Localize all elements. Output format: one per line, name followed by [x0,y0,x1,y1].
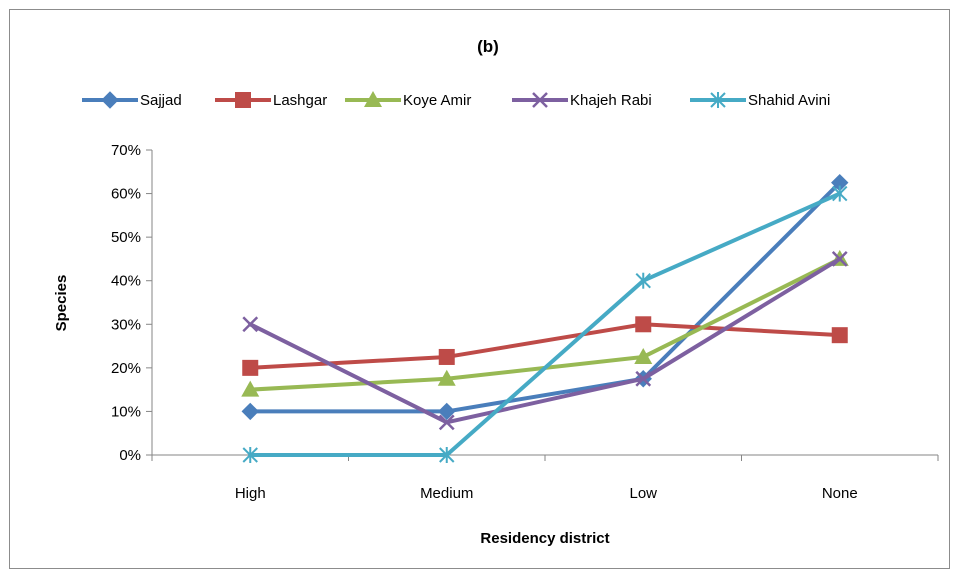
data-point [437,369,456,386]
data-point [831,251,848,267]
data-point [635,316,652,333]
series-khajeh-rabi [242,251,848,431]
data-point [241,402,259,421]
data-point [438,402,456,421]
legend-label: Sajjad [140,92,182,109]
x-tick-label: Medium [420,485,473,502]
y-tick-label: 0% [119,447,141,464]
data-point [242,316,259,333]
y-tick-label: 70% [111,142,141,159]
x-tick-label: None [822,485,858,502]
legend-marker [532,92,548,108]
data-point [242,447,258,463]
series-line [248,180,842,414]
legend-item: Shahid Avini [690,92,830,109]
y-axis-title: Species [53,275,70,332]
chart-title: (b) [477,37,499,56]
x-tick-label: High [235,485,266,502]
series-line [248,191,842,457]
data-point [242,359,259,376]
y-tick-label: 30% [111,316,141,333]
series-shahid-avini [242,185,848,463]
x-axis-title: Residency district [480,530,609,547]
legend-label: Shahid Avini [748,92,830,109]
legend-item: Koye Amir [345,91,471,109]
x-axis-ticks: High Medium Low None [151,455,939,502]
series-koye-amir [241,249,849,397]
data-point [634,347,653,364]
data-point [439,447,455,463]
axes: 0% 10% 20% 30% 40% 50% 60% 70% High Medium Low Non… [111,142,939,502]
series-line [248,322,842,370]
legend-label: Khajeh Rabi [570,92,652,109]
legend-marker [235,92,251,108]
legend-marker [101,91,119,109]
series-sajjad [241,173,849,421]
y-tick-label: 40% [111,273,141,290]
legend-marker [710,92,726,108]
data-point [832,185,848,202]
legend: Sajjad Lashgar Koye Amir Khajeh Rabi Shahid … [82,91,830,109]
legend-label: Lashgar [273,92,327,109]
legend-item: Lashgar [215,92,327,109]
series-line [248,256,842,425]
legend-item: Khajeh Rabi [512,92,652,109]
series-layer [241,173,849,463]
y-tick-label: 10% [111,403,141,420]
x-tick-label: Low [629,485,657,502]
data-point [635,370,652,387]
legend-label: Koye Amir [403,92,471,109]
y-tick-label: 20% [111,360,141,377]
legend-item: Sajjad [82,91,182,109]
data-point [438,348,455,365]
data-point [438,414,455,431]
y-tick-label: 60% [111,186,141,203]
data-point [831,327,848,344]
series-lashgar [242,316,848,376]
legend-marker [364,91,382,107]
data-point [635,272,651,289]
y-tick-label: 50% [111,229,141,246]
y-axis-ticks: 0% 10% 20% 30% 40% 50% 60% 70% [111,142,152,464]
data-point [241,380,260,397]
